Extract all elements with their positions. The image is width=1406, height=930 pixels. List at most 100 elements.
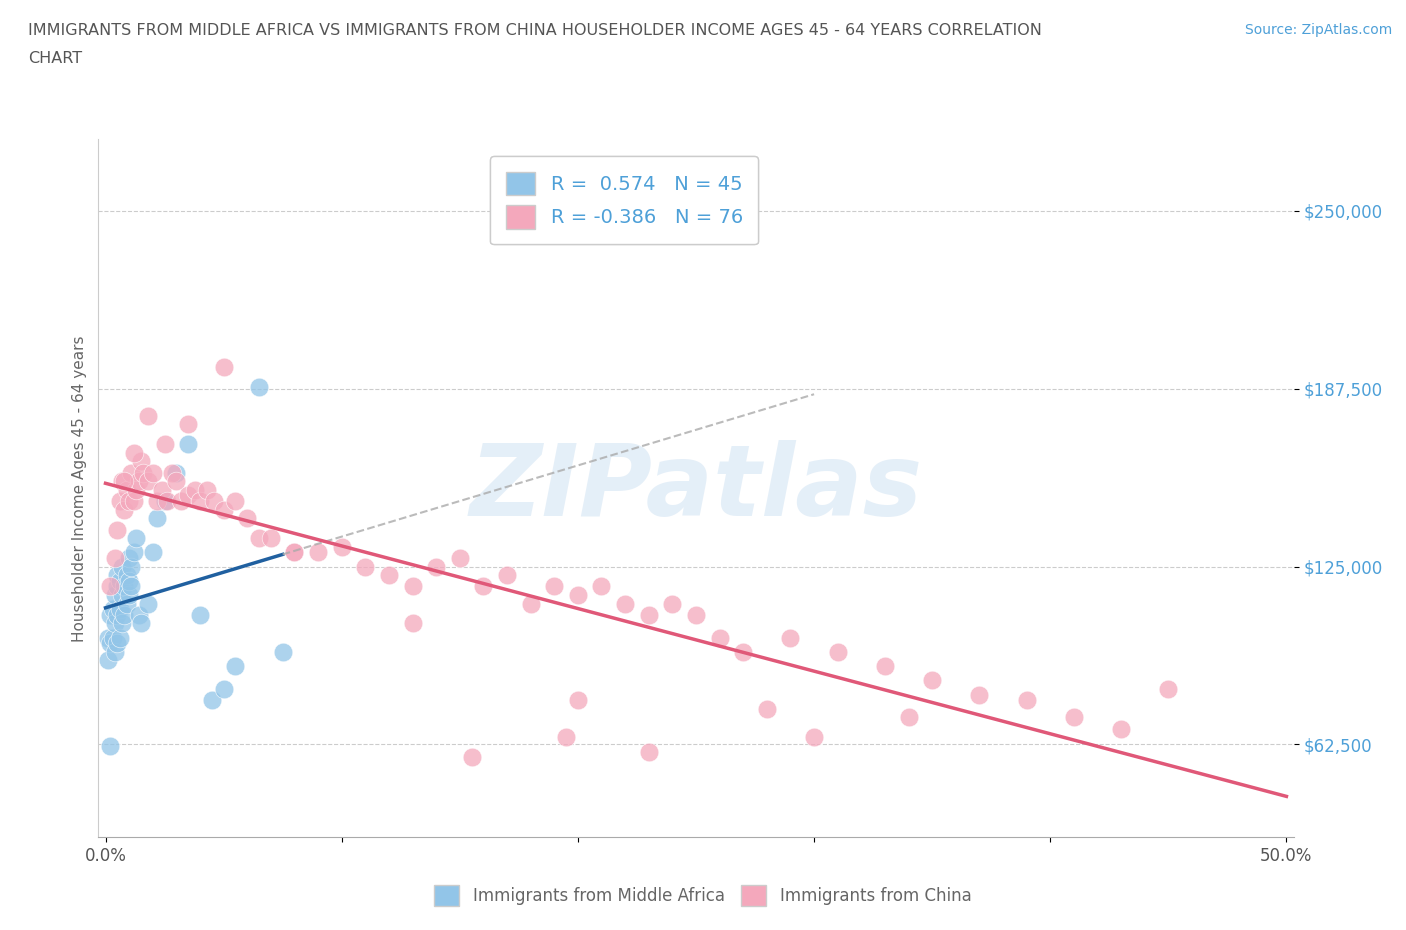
- Point: [125, 531, 148, 546]
- Point: [247, 531, 270, 546]
- Point: [153, 437, 176, 452]
- Point: [105, 579, 128, 594]
- Point: [827, 644, 849, 659]
- Text: IMMIGRANTS FROM MIDDLE AFRICA VS IMMIGRANTS FROM CHINA HOUSEHOLDER INCOME AGES 4: IMMIGRANTS FROM MIDDLE AFRICA VS IMMIGRA…: [28, 23, 1042, 38]
- Point: [129, 616, 152, 631]
- Point: [224, 494, 246, 509]
- Point: [591, 579, 613, 594]
- Point: [425, 559, 447, 574]
- Point: [136, 408, 159, 423]
- Point: [97, 653, 120, 668]
- Point: [567, 588, 589, 603]
- Point: [177, 488, 200, 503]
- Point: [104, 551, 127, 565]
- Point: [112, 502, 135, 517]
- Point: [543, 579, 565, 594]
- Legend: Immigrants from Middle Africa, Immigrants from China: Immigrants from Middle Africa, Immigrant…: [427, 879, 979, 912]
- Point: [170, 494, 193, 509]
- Point: [567, 693, 589, 708]
- Point: [236, 511, 259, 525]
- Point: [118, 551, 141, 565]
- Point: [115, 483, 138, 498]
- Point: [105, 607, 128, 622]
- Point: [188, 607, 211, 622]
- Point: [153, 494, 176, 509]
- Point: [108, 494, 131, 509]
- Point: [160, 465, 183, 480]
- Point: [378, 567, 401, 582]
- Point: [101, 631, 124, 645]
- Point: [1109, 722, 1132, 737]
- Point: [661, 596, 683, 611]
- Point: [271, 644, 294, 659]
- Point: [472, 579, 495, 594]
- Point: [112, 607, 135, 622]
- Point: [709, 631, 731, 645]
- Point: [111, 559, 134, 574]
- Point: [118, 588, 141, 603]
- Point: [260, 531, 283, 546]
- Point: [202, 494, 225, 509]
- Point: [212, 502, 235, 517]
- Point: [118, 573, 141, 588]
- Point: [105, 522, 128, 537]
- Point: [115, 596, 138, 611]
- Text: Source: ZipAtlas.com: Source: ZipAtlas.com: [1244, 23, 1392, 37]
- Point: [247, 379, 270, 394]
- Point: [98, 607, 121, 622]
- Point: [122, 445, 145, 460]
- Point: [460, 750, 482, 764]
- Point: [195, 483, 218, 498]
- Point: [283, 545, 305, 560]
- Point: [969, 687, 991, 702]
- Point: [873, 658, 896, 673]
- Point: [897, 710, 920, 724]
- Point: [105, 636, 128, 651]
- Point: [136, 473, 159, 488]
- Point: [177, 417, 200, 432]
- Text: CHART: CHART: [28, 51, 82, 66]
- Point: [112, 579, 135, 594]
- Point: [177, 437, 200, 452]
- Point: [132, 465, 155, 480]
- Point: [146, 511, 169, 525]
- Y-axis label: Householder Income Ages 45 - 64 years: Householder Income Ages 45 - 64 years: [72, 335, 87, 642]
- Point: [101, 602, 124, 617]
- Point: [121, 465, 143, 480]
- Point: [401, 579, 423, 594]
- Point: [111, 616, 134, 631]
- Point: [105, 567, 128, 582]
- Point: [614, 596, 637, 611]
- Point: [146, 494, 169, 509]
- Point: [401, 616, 423, 631]
- Point: [519, 596, 541, 611]
- Point: [224, 658, 246, 673]
- Point: [115, 567, 138, 582]
- Point: [921, 673, 943, 688]
- Point: [108, 573, 131, 588]
- Point: [184, 483, 207, 498]
- Point: [104, 588, 127, 603]
- Point: [685, 607, 707, 622]
- Point: [98, 579, 121, 594]
- Point: [98, 636, 121, 651]
- Point: [122, 545, 145, 560]
- Point: [111, 473, 134, 488]
- Point: [112, 473, 135, 488]
- Point: [97, 631, 120, 645]
- Point: [354, 559, 377, 574]
- Point: [307, 545, 329, 560]
- Point: [129, 454, 152, 469]
- Point: [118, 494, 141, 509]
- Point: [1157, 682, 1180, 697]
- Point: [108, 631, 131, 645]
- Point: [128, 607, 150, 622]
- Point: [165, 465, 187, 480]
- Point: [104, 644, 127, 659]
- Point: [125, 483, 148, 498]
- Point: [156, 494, 179, 509]
- Point: [121, 559, 143, 574]
- Point: [150, 483, 173, 498]
- Point: [104, 616, 127, 631]
- Point: [165, 473, 187, 488]
